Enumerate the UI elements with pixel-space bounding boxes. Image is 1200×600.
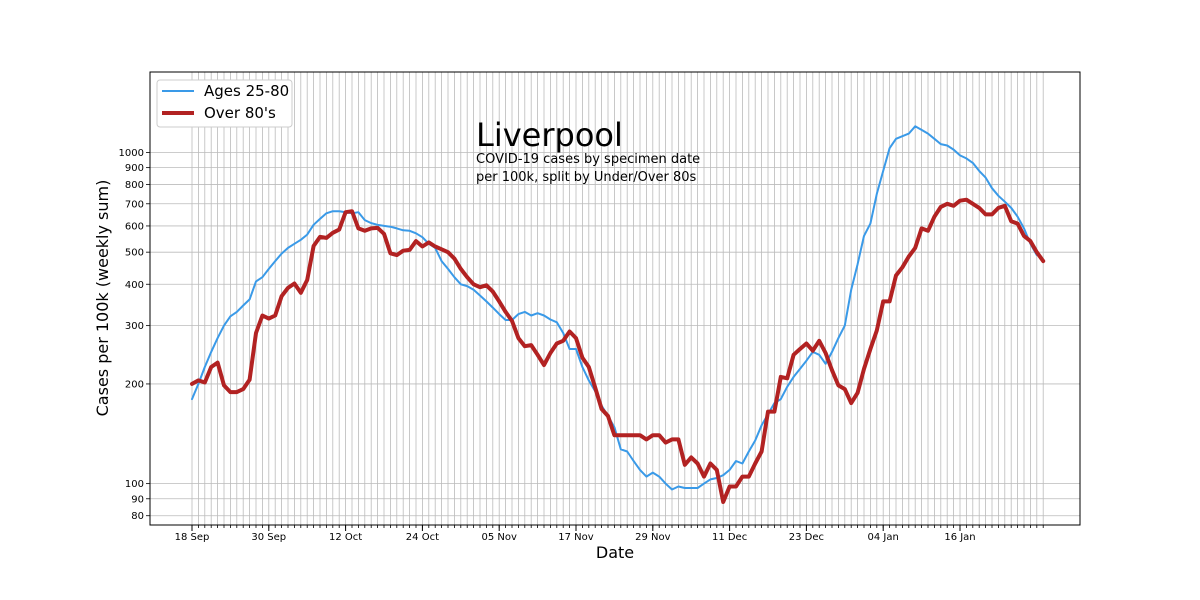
y-tick-label: 90 <box>131 494 144 505</box>
x-tick-label: 05 Nov <box>481 532 517 543</box>
annotation-title: Liverpool <box>476 116 623 154</box>
plot-frame <box>149 71 1081 526</box>
series-line-ages-25-80 <box>191 125 1038 491</box>
x-tick-label: 30 Sep <box>251 532 286 543</box>
x-tick-label: 12 Oct <box>329 532 362 543</box>
x-tick-label: 16 Jan <box>944 532 975 543</box>
x-tick-label: 04 Jan <box>868 532 899 543</box>
y-tick-label: 700 <box>125 199 144 210</box>
y-tick-label: 80 <box>131 511 144 522</box>
legend-label-ages-25-80: Ages 25-80 <box>204 82 289 100</box>
x-tick-label: 29 Nov <box>635 532 671 543</box>
y-tick-label: 400 <box>125 280 144 291</box>
y-tick-label: 1000 <box>119 148 144 159</box>
x-tick-label: 18 Sep <box>175 532 210 543</box>
annotation-line-2: per 100k, split by Under/Over 80s <box>476 170 697 185</box>
y-tick-label: 100 <box>125 479 144 490</box>
y-tick-label: 500 <box>125 248 144 259</box>
series-line-over-80s <box>190 197 1046 504</box>
x-tick-label: 17 Nov <box>558 532 594 543</box>
annotation-line-1: COVID-19 cases by specimen date <box>476 152 700 167</box>
series-layer <box>190 125 1046 504</box>
x-axis-title: Date <box>596 543 634 562</box>
legend: Ages 25-80 Over 80's <box>156 79 293 128</box>
x-tick-label: 24 Oct <box>406 532 439 543</box>
y-tick-label: 200 <box>125 379 144 390</box>
x-tick-label: 23 Dec <box>789 532 824 543</box>
y-tick-label: 600 <box>125 221 144 232</box>
y-tick-label: 300 <box>125 321 144 332</box>
y-axis-title: Cases per 100k (weekly sum) <box>93 180 112 417</box>
tick-layer: 80 90 100 200 300 400 500 600 700 800 900 1000 18 Se… <box>119 148 1044 543</box>
x-tick-label: 11 Dec <box>712 532 747 543</box>
y-tick-label: 800 <box>125 180 144 191</box>
legend-label-over-80s: Over 80's <box>204 104 276 122</box>
y-tick-label: 900 <box>125 163 144 174</box>
